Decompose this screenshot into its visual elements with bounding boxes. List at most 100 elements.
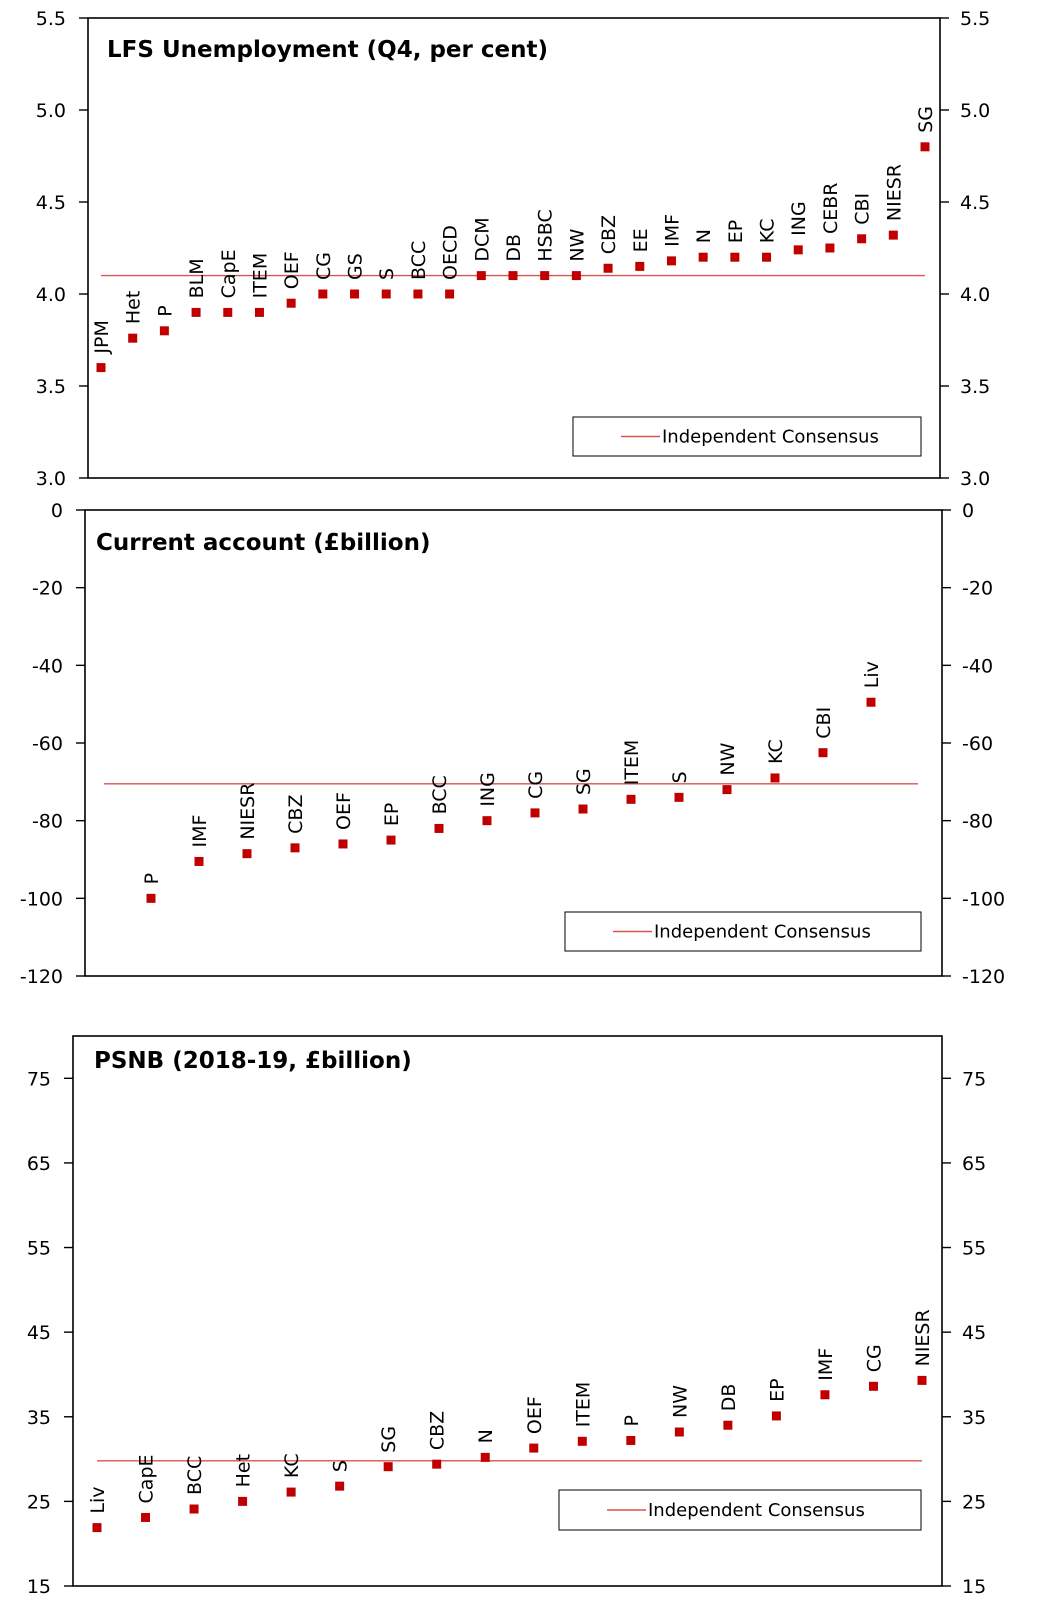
- data-point: [189, 1504, 199, 1514]
- data-label: ING: [788, 201, 810, 236]
- data-label: P: [141, 873, 163, 884]
- y-tick-label-left: 45: [27, 1322, 51, 1344]
- data-label: DB: [503, 234, 525, 262]
- data-point: [730, 252, 740, 262]
- y-tick-label-right: -100: [962, 888, 1005, 910]
- data-point: [722, 785, 732, 795]
- data-point: [626, 1435, 636, 1445]
- data-label: EP: [766, 1378, 788, 1401]
- data-point: [793, 245, 803, 255]
- y-tick-label-right: 3.0: [960, 468, 990, 490]
- data-point: [318, 289, 328, 299]
- y-tick-label-left: 65: [27, 1153, 51, 1175]
- data-label: BLM: [186, 258, 208, 298]
- data-point: [762, 252, 772, 262]
- data-point: [698, 252, 708, 262]
- y-tick-label-left: 15: [27, 1576, 51, 1598]
- data-point: [603, 263, 613, 273]
- data-point: [540, 271, 550, 281]
- data-point: [674, 792, 684, 802]
- y-tick-label-right: 55: [962, 1238, 986, 1260]
- legend-label: Independent Consensus: [662, 427, 879, 448]
- data-point: [578, 804, 588, 814]
- data-label: EE: [630, 228, 652, 252]
- plot-frame: [87, 17, 941, 479]
- data-label: EP: [381, 803, 403, 826]
- data-point: [666, 256, 676, 266]
- y-tick-label-left: 5.0: [36, 100, 66, 122]
- data-label: DCM: [471, 217, 493, 261]
- legend-label: Independent Consensus: [648, 1500, 865, 1521]
- data-point: [529, 1443, 539, 1453]
- chart-title: Current account (£billion): [96, 530, 430, 556]
- chart-1: 3.0 3.0 3.5 3.5 4.0 4.0 4.5 4.5 5.0 5.0 5.5 5.5 LFS …: [36, 8, 990, 490]
- y-tick-label-left: 5.5: [36, 8, 66, 30]
- data-label: CG: [313, 252, 335, 280]
- plot-frame: [84, 509, 943, 977]
- data-point: [128, 333, 138, 343]
- data-label: P: [154, 305, 176, 316]
- data-label: Liv: [861, 661, 883, 688]
- data-point: [434, 823, 444, 833]
- data-point: [92, 1523, 102, 1533]
- data-point: [626, 794, 636, 804]
- y-tick-label-right: 25: [962, 1491, 986, 1513]
- data-point: [868, 1381, 878, 1391]
- y-tick-label-right: -120: [962, 966, 1005, 988]
- y-tick-label-right: 0: [962, 500, 974, 522]
- data-point: [238, 1496, 248, 1506]
- data-point: [857, 234, 867, 244]
- data-point: [386, 835, 396, 845]
- data-point: [530, 808, 540, 818]
- data-point: [413, 289, 423, 299]
- data-point: [286, 1487, 296, 1497]
- data-label: ITEM: [621, 740, 643, 786]
- data-label: NIESR: [912, 1309, 934, 1366]
- y-tick-label-right: 3.5: [960, 376, 990, 398]
- y-tick-label-right: -80: [962, 811, 993, 833]
- data-point: [445, 289, 455, 299]
- data-label: Het: [123, 291, 145, 324]
- data-label: ITEM: [572, 1382, 594, 1428]
- y-tick-label-right: 5.5: [960, 8, 990, 30]
- y-tick-label-left: 75: [27, 1068, 51, 1090]
- data-point: [482, 816, 492, 826]
- y-tick-label-right: 4.5: [960, 192, 990, 214]
- y-tick-label-left: -80: [32, 811, 63, 833]
- data-point: [818, 748, 828, 758]
- data-point: [577, 1436, 587, 1446]
- y-tick-label-right: -20: [962, 578, 993, 600]
- y-tick-label-right: 5.0: [960, 100, 990, 122]
- y-tick-label-right: 4.0: [960, 284, 990, 306]
- chart-3: 15 15 25 25 35 35 45 45 55 55 65 65 75 75 PSNB (2018-1…: [27, 1035, 986, 1598]
- data-point: [290, 843, 300, 853]
- y-tick-label-left: -40: [32, 655, 63, 677]
- legend-box: [564, 911, 922, 952]
- data-point: [917, 1375, 927, 1385]
- data-point: [223, 307, 233, 317]
- y-tick-label-right: 75: [962, 1068, 986, 1090]
- plot-frame: [72, 1035, 943, 1587]
- y-tick-label-right: 35: [962, 1407, 986, 1429]
- data-label: ITEM: [249, 253, 271, 299]
- data-label: HSBC: [535, 209, 557, 261]
- data-point: [159, 326, 169, 336]
- data-label: NW: [717, 742, 739, 775]
- data-point: [191, 307, 201, 317]
- data-point: [96, 363, 106, 373]
- data-point: [383, 1462, 393, 1472]
- data-label: CBZ: [285, 795, 307, 834]
- y-tick-label-left: 3.0: [36, 468, 66, 490]
- y-tick-label-left: 0: [51, 500, 63, 522]
- data-label: Het: [233, 1454, 255, 1487]
- chart-2: -120 -120 -100 -100 -80 -80 -60 -60 -40 -40 -20 -20…: [20, 500, 1005, 988]
- data-point: [432, 1459, 442, 1469]
- data-label: OEF: [281, 251, 303, 289]
- data-label: NW: [566, 228, 588, 261]
- data-label: S: [669, 771, 691, 783]
- data-point: [286, 298, 296, 308]
- data-label: CG: [863, 1344, 885, 1372]
- data-label: JPM: [91, 320, 113, 354]
- data-label: CapE: [218, 249, 240, 298]
